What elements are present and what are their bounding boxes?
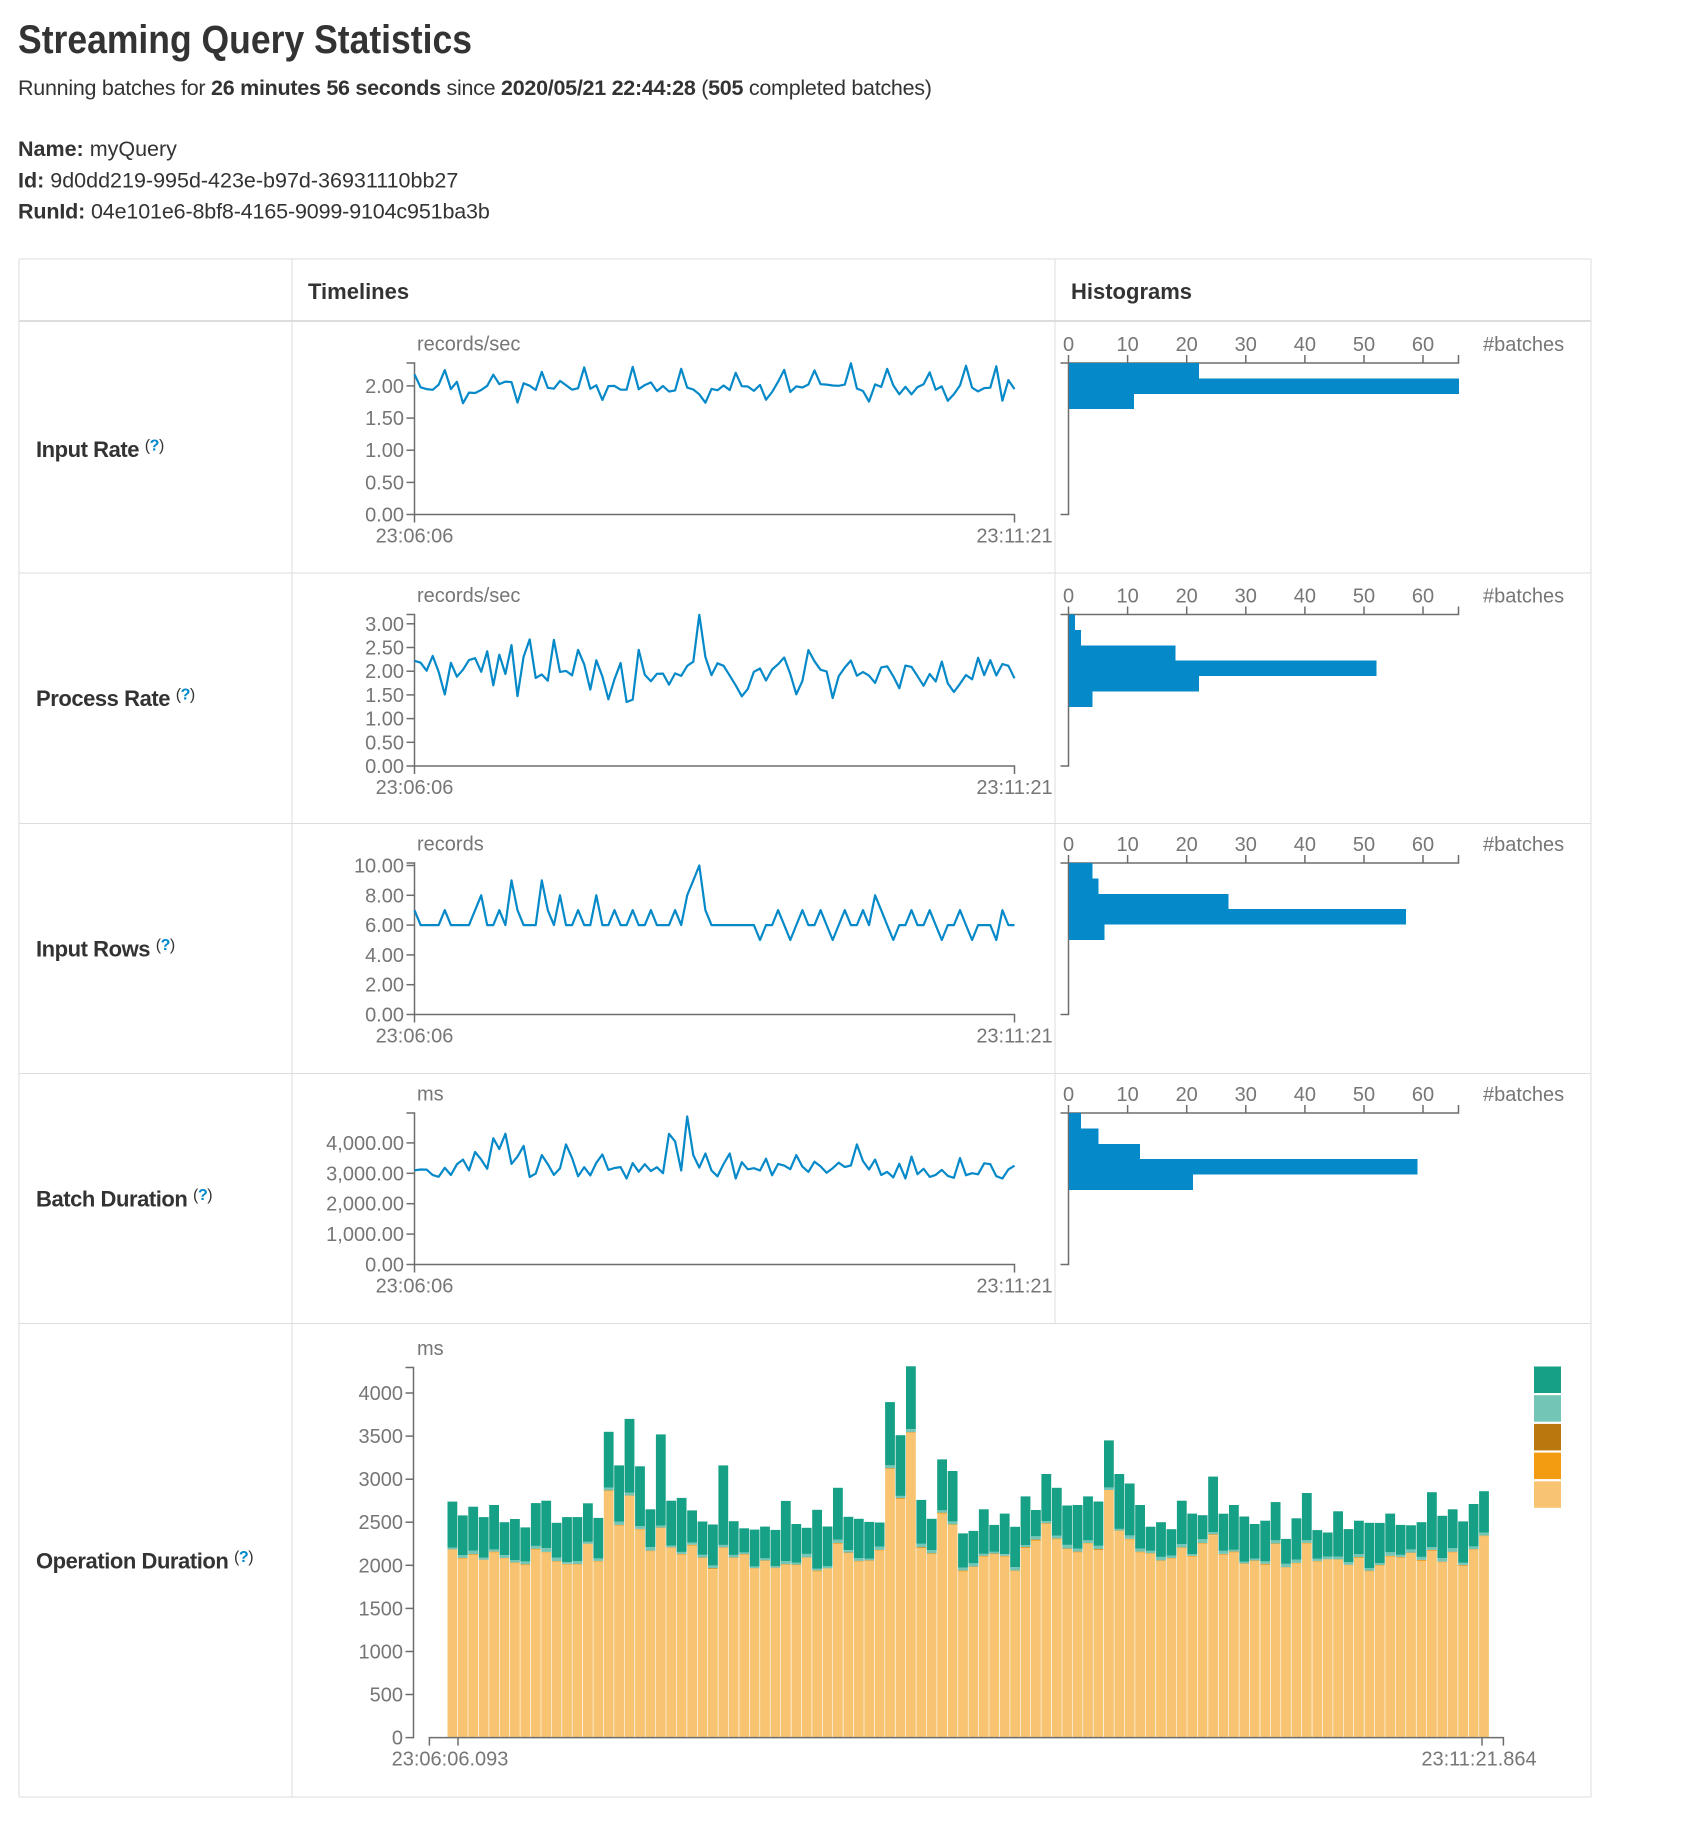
svg-text:ms: ms [417,1338,444,1360]
svg-text:23:11:21.864: 23:11:21.864 [1421,1749,1536,1771]
svg-text:20: 20 [1176,334,1198,356]
svg-text:10: 10 [1116,834,1138,856]
svg-text:60: 60 [1412,1084,1434,1106]
svg-text:6.00: 6.00 [365,915,404,937]
svg-text:3,000.00: 3,000.00 [326,1163,404,1185]
svg-text:23:06:06.093: 23:06:06.093 [392,1749,509,1771]
svg-text:40: 40 [1294,586,1316,608]
svg-text:8.00: 8.00 [365,885,404,907]
svg-text:1500: 1500 [359,1598,404,1620]
svg-text:Histograms: Histograms [1071,279,1192,304]
svg-text:Operation Duration (?): Operation Duration (?) [36,1549,253,1574]
svg-text:1.50: 1.50 [365,408,404,430]
svg-text:records/sec: records/sec [417,585,520,607]
svg-text:50: 50 [1353,834,1375,856]
svg-text:10: 10 [1116,1084,1138,1106]
svg-text:60: 60 [1412,586,1434,608]
svg-text:Input Rows (?): Input Rows (?) [36,937,175,962]
svg-text:Batch Duration (?): Batch Duration (?) [36,1187,212,1212]
svg-text:4,000.00: 4,000.00 [326,1133,404,1155]
svg-text:2.00: 2.00 [365,975,404,997]
svg-text:2.00: 2.00 [365,661,404,683]
svg-text:2.00: 2.00 [365,376,404,398]
svg-text:0: 0 [1063,1084,1074,1106]
svg-text:20: 20 [1176,1084,1198,1106]
svg-text:2,000.00: 2,000.00 [326,1194,404,1216]
svg-text:0.00: 0.00 [365,505,404,527]
svg-text:#batches: #batches [1483,334,1564,356]
svg-text:20: 20 [1176,586,1198,608]
svg-text:ms: ms [417,1084,444,1106]
svg-text:10: 10 [1116,586,1138,608]
svg-text:50: 50 [1353,334,1375,356]
svg-text:RunId: 04e101e6-8bf8-4165-9099: RunId: 04e101e6-8bf8-4165-9099-9104c951b… [18,200,490,224]
svg-text:23:11:21: 23:11:21 [976,1276,1052,1298]
svg-text:4.00: 4.00 [365,945,404,967]
svg-text:records: records [417,834,484,856]
svg-text:60: 60 [1412,334,1434,356]
svg-text:0.50: 0.50 [365,472,404,494]
svg-text:Name: myQuery: Name: myQuery [18,137,177,161]
svg-text:Input Rate (?): Input Rate (?) [36,437,164,462]
svg-text:1,000.00: 1,000.00 [326,1224,404,1246]
svg-text:Id: 9d0dd219-995d-423e-b97d-36: Id: 9d0dd219-995d-423e-b97d-36931110bb27 [18,169,458,193]
svg-text:0: 0 [1063,334,1074,356]
svg-text:3000: 3000 [359,1469,404,1491]
svg-text:1000: 1000 [359,1642,404,1664]
svg-text:50: 50 [1353,1084,1375,1106]
svg-text:Timelines: Timelines [308,279,409,304]
svg-text:0: 0 [392,1728,403,1750]
svg-text:20: 20 [1176,834,1198,856]
svg-text:records/sec: records/sec [417,334,520,356]
svg-text:3500: 3500 [359,1426,404,1448]
svg-text:Streaming Query Statistics: Streaming Query Statistics [18,18,472,62]
svg-text:Process Rate (?): Process Rate (?) [36,686,195,711]
svg-text:#batches: #batches [1483,586,1564,608]
svg-text:2500: 2500 [359,1512,404,1534]
svg-text:1.00: 1.00 [365,709,404,731]
svg-text:0: 0 [1063,586,1074,608]
svg-text:23:11:21: 23:11:21 [976,777,1052,799]
svg-text:40: 40 [1294,834,1316,856]
svg-text:#batches: #batches [1483,834,1564,856]
svg-text:0.00: 0.00 [365,1005,404,1027]
svg-text:30: 30 [1235,1084,1257,1106]
svg-text:60: 60 [1412,834,1434,856]
svg-text:4000: 4000 [359,1383,404,1405]
svg-text:2.50: 2.50 [365,638,404,660]
svg-text:30: 30 [1235,586,1257,608]
svg-text:1.50: 1.50 [365,685,404,707]
svg-text:3.00: 3.00 [365,614,404,636]
svg-text:30: 30 [1235,334,1257,356]
svg-text:23:06:06: 23:06:06 [376,526,454,548]
svg-text:0.00: 0.00 [365,1255,404,1277]
svg-text:#batches: #batches [1483,1084,1564,1106]
svg-text:10.00: 10.00 [354,856,404,878]
svg-text:23:06:06: 23:06:06 [376,1276,454,1298]
svg-text:30: 30 [1235,834,1257,856]
svg-text:0: 0 [1063,834,1074,856]
svg-text:500: 500 [370,1685,403,1707]
svg-text:Running batches for 26 minutes: Running batches for 26 minutes 56 second… [18,76,932,100]
svg-text:50: 50 [1353,586,1375,608]
svg-text:23:11:21: 23:11:21 [976,1026,1052,1048]
svg-text:40: 40 [1294,1084,1316,1106]
svg-text:1.00: 1.00 [365,440,404,462]
svg-text:40: 40 [1294,334,1316,356]
svg-text:0.00: 0.00 [365,756,404,778]
svg-text:23:11:21: 23:11:21 [976,526,1052,548]
svg-text:23:06:06: 23:06:06 [376,777,454,799]
svg-text:23:06:06: 23:06:06 [376,1026,454,1048]
svg-text:0.50: 0.50 [365,732,404,754]
svg-text:10: 10 [1116,334,1138,356]
svg-text:2000: 2000 [359,1555,404,1577]
